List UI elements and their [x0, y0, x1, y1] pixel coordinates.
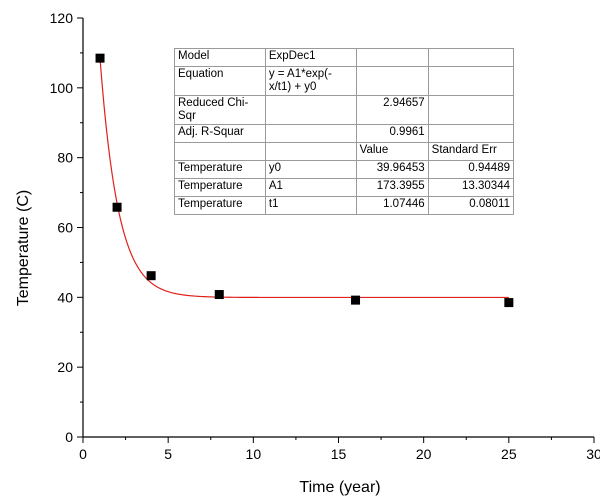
- table-cell: A1: [264, 178, 357, 197]
- y-tick-label: 20: [57, 359, 73, 375]
- table-cell: 0.9961: [355, 124, 429, 143]
- data-point: [112, 202, 122, 212]
- data-point: [214, 290, 224, 300]
- table-cell: Standard Err: [427, 142, 515, 161]
- table-cell: [355, 48, 429, 67]
- x-tick-label: 15: [331, 446, 347, 462]
- table-cell: [427, 48, 515, 67]
- table-cell: y = A1*exp(-x/t1) + y0: [264, 66, 357, 96]
- table-cell: ExpDec1: [264, 48, 357, 67]
- x-tick-label: 25: [501, 446, 517, 462]
- table-cell: Adj. R-Squar: [174, 124, 266, 143]
- table-cell: [264, 124, 357, 143]
- table-row: Temperature A1 173.3955 13.30344: [174, 178, 515, 197]
- table-cell: t1: [264, 196, 357, 215]
- table-row: Adj. R-Squar 0.9961: [174, 124, 515, 143]
- table-cell: [355, 66, 429, 96]
- table-cell: Temperature: [174, 178, 266, 197]
- data-point: [146, 271, 156, 281]
- y-tick-label: 100: [50, 80, 74, 96]
- table-cell: [264, 142, 357, 161]
- table-cell: y0: [264, 160, 357, 179]
- table-row: Reduced Chi-Sqr 2.94657: [174, 95, 515, 125]
- y-axis-title: Temperature (C): [15, 190, 32, 306]
- fit-curve: [99, 58, 509, 299]
- y-tick-label: 60: [57, 220, 73, 236]
- table-cell: Temperature: [174, 160, 266, 179]
- table-cell: Equation: [174, 66, 266, 96]
- table-cell: Model: [174, 48, 266, 67]
- table-cell: Temperature: [174, 196, 266, 215]
- data-point: [95, 53, 105, 63]
- x-tick-label: 0: [79, 446, 87, 462]
- x-axis-title: Time (year): [299, 479, 380, 496]
- fit-statistics-table: Model ExpDec1 Equation y = A1*exp(-x/t1)…: [174, 48, 515, 215]
- x-tick-label: 20: [416, 446, 432, 462]
- table-cell: Value: [355, 142, 429, 161]
- y-tick-label: 40: [57, 289, 73, 305]
- data-point: [504, 298, 514, 308]
- table-cell: 1.07446: [355, 196, 429, 215]
- table-cell: 0.08011: [427, 196, 515, 215]
- table-cell: [427, 124, 515, 143]
- table-row: Equation y = A1*exp(-x/t1) + y0: [174, 66, 515, 96]
- table-row: Model ExpDec1: [174, 48, 515, 67]
- table-cell: 0.94489: [427, 160, 515, 179]
- y-tick-label: 120: [50, 10, 74, 26]
- table-cell: 39.96453: [355, 160, 429, 179]
- table-cell: 2.94657: [355, 95, 429, 125]
- table-cell: 173.3955: [355, 178, 429, 197]
- table-cell: [427, 66, 515, 96]
- data-point: [351, 295, 361, 305]
- x-tick-label: 10: [246, 446, 262, 462]
- table-row: Value Standard Err: [174, 142, 515, 161]
- table-cell: [264, 95, 357, 125]
- x-tick-label: 30: [586, 446, 600, 462]
- y-tick-label: 80: [57, 150, 73, 166]
- table-cell: [174, 142, 266, 161]
- table-cell: 13.30344: [427, 178, 515, 197]
- table-cell: Reduced Chi-Sqr: [174, 95, 266, 125]
- table-cell: [427, 95, 515, 125]
- table-row: Temperature t1 1.07446 0.08011: [174, 196, 515, 215]
- plot-area: 0 5 10 15 20 25 30 0 20 40 60 80 100 120: [50, 10, 600, 462]
- table-row: Temperature y0 39.96453 0.94489: [174, 160, 515, 179]
- x-tick-label: 5: [164, 446, 172, 462]
- y-tick-label: 0: [65, 429, 73, 445]
